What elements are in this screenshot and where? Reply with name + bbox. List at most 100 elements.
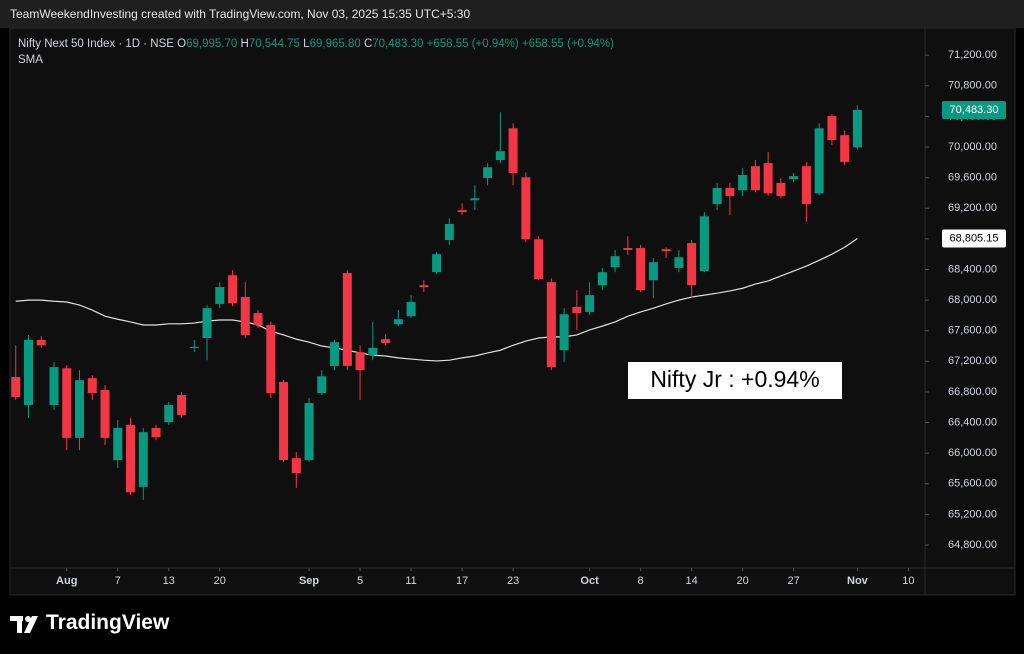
candle-body [342, 272, 352, 366]
candle-body [100, 390, 110, 438]
candle-body [699, 216, 709, 272]
y-tick-label: 66,000.00 [948, 447, 997, 459]
candle-body [444, 223, 454, 241]
candle-body [610, 256, 620, 268]
ohlc-key: C [363, 38, 373, 50]
candle-body [126, 424, 136, 493]
candle-body [138, 432, 148, 487]
candle-body [240, 297, 250, 335]
indicator-name: SMA [18, 54, 43, 66]
y-tick-label: 66,400.00 [948, 416, 997, 428]
ohlc: O69,995.70 H70,544.75 L69,965.80 C70,483… [177, 38, 614, 50]
candle-body [521, 177, 531, 240]
candle-body [291, 458, 301, 474]
legend: Nifty Next 50 Index · 1D · NSE O69,995.7… [18, 36, 614, 68]
ohlc-key: L [303, 38, 310, 50]
candle-body [177, 395, 187, 415]
brand: TradingView [46, 611, 170, 634]
candle-body [36, 339, 46, 346]
candle-body [597, 272, 607, 286]
change: +658.55 (+0.94%) [426, 38, 519, 50]
candle-body [202, 308, 212, 338]
y-tick-label: 71,200.00 [948, 49, 997, 61]
annotation: Nifty Jr : +0.94% [650, 366, 819, 392]
y-tick-label: 67,600.00 [948, 325, 997, 337]
y-tick-label: 67,200.00 [948, 355, 997, 367]
annotation-box [628, 362, 842, 399]
candle-body [304, 403, 314, 461]
logo-icon [10, 616, 38, 633]
change: +658.55 (+0.94%) [521, 38, 614, 50]
y-tick-label: 70,800.00 [948, 80, 997, 92]
last-price-badge [942, 101, 1006, 120]
candle-body [801, 166, 811, 205]
candle-body [368, 347, 378, 356]
x-tick-label: 14 [686, 575, 698, 587]
candle-body [674, 257, 684, 268]
x-tick-label: 11 [405, 575, 416, 587]
candle-body [317, 376, 327, 394]
candle-body [763, 163, 773, 194]
candle-body [483, 167, 493, 179]
candle-body [534, 239, 544, 280]
candle-body [266, 324, 276, 394]
footer: TradingView [0, 598, 1024, 654]
y-tick-label: 69,200.00 [948, 202, 997, 214]
x-tick-label: Oct [580, 575, 599, 587]
ohlc-value: 70,483.30 [372, 38, 424, 50]
y-tick-label: 69,600.00 [948, 172, 997, 184]
candle-body [75, 380, 85, 438]
y-tick-label: 66,800.00 [948, 386, 997, 398]
candle-body [381, 339, 391, 343]
candle-body [636, 248, 646, 291]
y-tick-label: 68,400.00 [948, 263, 997, 275]
x-tick-label: 23 [507, 575, 519, 587]
candle-body [712, 187, 722, 205]
candle-body [738, 174, 748, 191]
top-bar: TeamWeekendInvesting created with Tradin… [0, 0, 1024, 28]
candle-body [189, 346, 199, 348]
y-tick-label: 68,000.00 [948, 294, 997, 306]
candle-body [750, 166, 760, 191]
caption: TeamWeekendInvesting created with Tradin… [10, 7, 471, 21]
candle-body [457, 210, 467, 213]
candle-body [393, 319, 403, 325]
candle-body [23, 339, 33, 405]
x-tick-label: 27 [788, 575, 800, 587]
candle-body [827, 116, 837, 141]
y-tick-label: 70,000.00 [948, 141, 997, 153]
x-tick-label: 17 [456, 575, 468, 587]
candle-body [546, 282, 556, 368]
y-tick-label: 64,800.00 [948, 539, 997, 551]
x-tick-label: Nov [847, 575, 869, 587]
chart-background [9, 28, 1016, 596]
candle-body [572, 306, 582, 314]
candle-body [495, 151, 505, 161]
candle-body [215, 287, 225, 304]
candle-body [559, 314, 569, 351]
last-price-label: 70,483.30 [950, 104, 999, 116]
ohlc-key: H [240, 38, 249, 50]
legend-line: Nifty Next 50 Index · 1D · NSE O69,995.7… [18, 36, 614, 52]
candle-body [432, 254, 442, 273]
candle-body [687, 243, 697, 286]
ohlc-key: O [177, 38, 187, 50]
candle-body [840, 135, 850, 162]
ohlc-value: 69,965.80 [309, 38, 361, 50]
candle-body [228, 275, 238, 304]
symbol: Nifty Next 50 Index · 1D · NSE [18, 38, 174, 50]
candle-body [279, 382, 289, 461]
candle-body [330, 342, 340, 366]
candle-body [508, 128, 518, 174]
sma-line [15, 237, 858, 362]
x-tick-label: 20 [214, 575, 226, 587]
x-tick-label: 8 [638, 575, 644, 587]
candle-body [11, 377, 21, 397]
candle-body [776, 182, 786, 197]
x-tick-label: 10 [902, 575, 914, 587]
y-tick-label: 65,600.00 [948, 478, 997, 490]
candle-body [814, 128, 824, 194]
candle-body [355, 352, 365, 371]
candle-body [725, 187, 735, 197]
